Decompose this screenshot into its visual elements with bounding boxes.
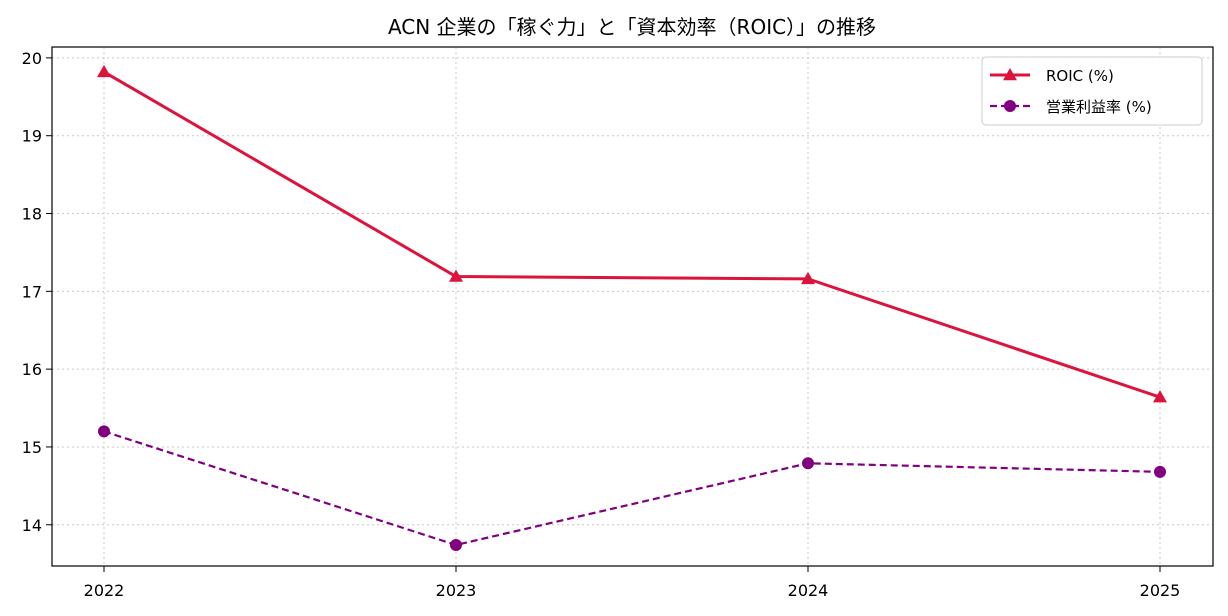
legend-label: ROIC (%) bbox=[1046, 67, 1114, 85]
x-tick-label: 2023 bbox=[436, 581, 477, 600]
legend-marker bbox=[1003, 68, 1017, 81]
legend-item: ROIC (%) bbox=[990, 67, 1114, 85]
chart-title: ACN 企業の「稼ぐ力」と「資本効率（ROIC）」の推移 bbox=[388, 15, 876, 39]
series-2 bbox=[98, 425, 1166, 551]
y-tick-label: 16 bbox=[22, 360, 42, 379]
plot-area-frame bbox=[51, 46, 1214, 567]
series-line bbox=[103, 70, 1161, 399]
y-tick-label: 19 bbox=[22, 127, 42, 146]
data-point bbox=[97, 64, 111, 78]
y-tick-label: 20 bbox=[22, 49, 42, 68]
legend-marker bbox=[1004, 100, 1016, 112]
series-group bbox=[97, 64, 1167, 551]
y-tick-label: 14 bbox=[22, 516, 42, 535]
series-line bbox=[103, 430, 1161, 547]
legend: ROIC (%) 営業利益率 (%) bbox=[981, 56, 1203, 126]
x-tick-label: 2024 bbox=[788, 581, 829, 600]
y-tick-label: 18 bbox=[22, 205, 42, 224]
x-tick-label: 2022 bbox=[84, 581, 125, 600]
data-point bbox=[98, 425, 110, 438]
series-1 bbox=[97, 64, 1167, 403]
data-point bbox=[449, 269, 463, 282]
data-point bbox=[1154, 465, 1166, 478]
legend-label: 営業利益率 (%) bbox=[1046, 98, 1152, 116]
y-tick-label: 17 bbox=[22, 282, 42, 301]
data-point bbox=[1153, 390, 1167, 403]
y-axis: 14 15 16 17 18 19 20 bbox=[22, 49, 52, 535]
legend-box bbox=[981, 56, 1203, 126]
y-tick-label: 15 bbox=[22, 438, 42, 457]
data-point bbox=[801, 271, 815, 285]
x-tick-label: 2025 bbox=[1140, 581, 1181, 600]
data-point bbox=[450, 538, 462, 551]
legend-item: 営業利益率 (%) bbox=[990, 98, 1152, 116]
grid-lines bbox=[52, 47, 1213, 566]
x-axis: 2022 2023 2024 2025 bbox=[84, 566, 1181, 600]
data-point bbox=[802, 457, 814, 470]
